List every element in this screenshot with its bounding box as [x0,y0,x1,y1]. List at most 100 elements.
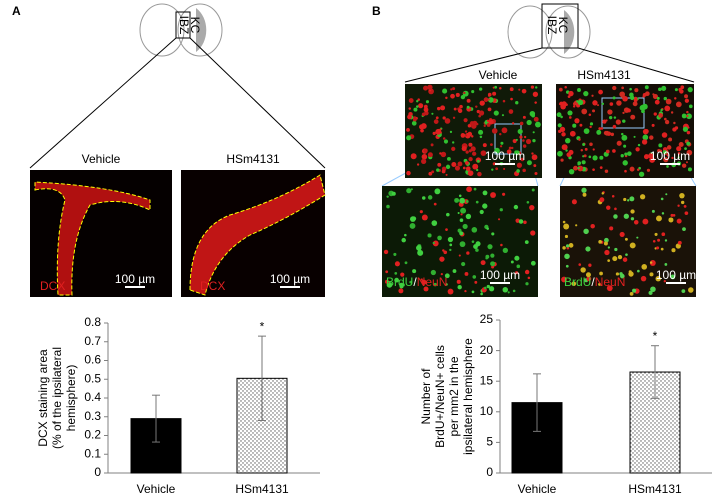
stain-label: DCX [200,279,225,293]
cell [444,118,451,124]
cell [598,127,602,131]
cell [564,234,569,239]
cell [478,110,485,116]
cell [651,209,655,213]
cell [446,212,450,217]
cell [421,279,427,285]
cell [614,207,617,211]
cell [650,286,656,293]
cell [581,187,587,193]
cell [606,205,611,210]
cell [581,160,586,165]
cell [612,149,616,153]
brain-sketch [139,3,591,59]
cell [492,162,496,166]
cell [512,138,517,144]
cell [686,130,691,135]
cell [471,290,475,294]
cell [526,119,532,126]
cell [412,116,417,120]
stain-label: BrdU/NeuN [386,275,447,289]
cell [645,91,650,97]
cell [515,101,519,105]
cell [410,153,417,160]
significance: * [653,329,658,343]
cell [422,196,426,200]
cell [639,104,646,111]
cell [522,139,525,142]
cell [619,231,625,238]
cell [398,288,404,294]
x-tick-label: Vehicle [137,482,176,496]
cell [563,223,570,230]
cell [583,128,590,135]
y-tick-label: 0.3 [84,409,101,423]
cell [526,160,532,166]
cell [465,166,471,172]
cell [431,112,434,115]
cell [633,96,638,101]
cell [571,281,577,287]
cell [682,227,686,231]
cell [459,197,466,204]
cell [670,274,676,280]
cell [467,170,474,177]
cell [472,163,479,170]
cell [605,119,608,122]
cell [636,168,640,172]
cell [586,276,592,282]
scale-bar-label: 100 µm [270,272,310,286]
cell [432,241,435,245]
cell [383,249,389,255]
cell [531,152,534,155]
cell [511,146,514,150]
cell [483,286,487,290]
cell [649,272,654,277]
cell [670,213,674,217]
cell [592,100,598,106]
cell [565,244,570,248]
cell [421,158,427,164]
cell [661,212,665,215]
cell [658,112,664,118]
cell [617,254,623,260]
cell [461,261,466,267]
cell [636,236,639,239]
cell [470,146,476,152]
cell [449,130,453,134]
panel-label: B [372,4,381,18]
cell [400,272,405,277]
stain-part: / [413,275,417,289]
cell [612,85,617,91]
cell [627,199,630,202]
cell [409,280,412,284]
cell [684,98,690,103]
cell [418,103,424,109]
cell [531,188,535,192]
cell [509,87,514,92]
cell [588,263,592,267]
cell [501,114,505,117]
cell [663,96,667,101]
cell [459,218,464,222]
cell [385,279,390,284]
cell [623,197,627,202]
micrographs [30,84,696,297]
cell [646,168,651,172]
cell [641,264,648,270]
cell [506,149,512,155]
cell [525,282,529,286]
cell [686,114,689,118]
cell [495,167,499,171]
cell [515,218,520,223]
cell [439,152,442,155]
cell [430,143,434,147]
cell [451,146,456,152]
cell [666,154,669,157]
cell [487,94,491,97]
cell [468,142,473,147]
cell [641,109,645,114]
cell [668,137,673,142]
cell [445,96,448,100]
cell [635,147,640,152]
